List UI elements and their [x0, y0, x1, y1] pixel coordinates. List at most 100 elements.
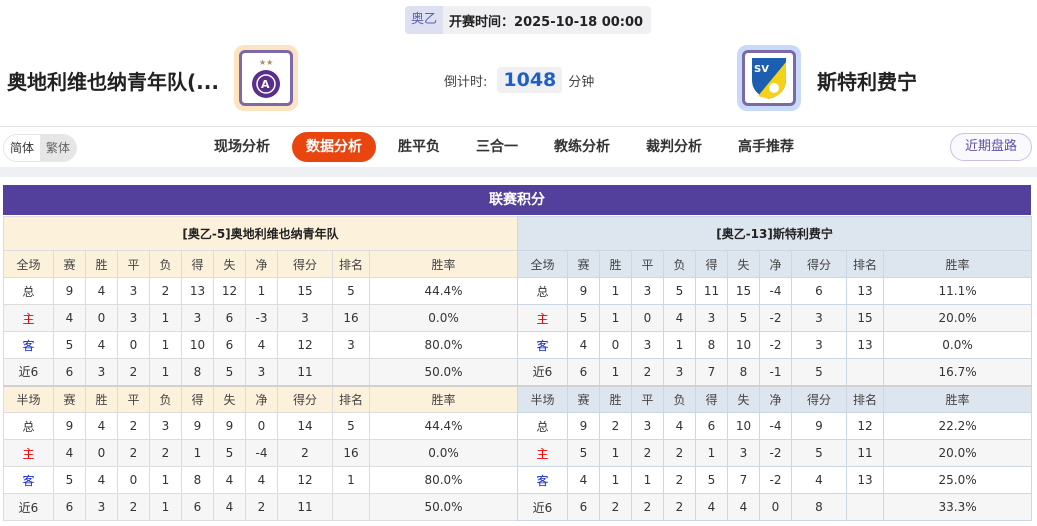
table-cell: 8 — [791, 493, 847, 521]
table-cell: 5 — [332, 412, 370, 440]
full-header-row: 全场赛胜平负得失净得分 排名 胜率 — [3, 250, 519, 278]
table-cell: 5 — [213, 358, 246, 386]
table-cell: 9 — [53, 277, 86, 305]
table-cell: 50.0% — [368, 358, 519, 386]
language-toggle: 简体 繁体 — [3, 134, 78, 162]
column-header: 赛 — [567, 384, 600, 413]
tab-6[interactable]: 高手推荐 — [738, 139, 794, 155]
column-header: 胜 — [599, 384, 632, 413]
table-cell: 9 — [567, 412, 600, 440]
table-cell: 5 — [791, 358, 847, 386]
table-cell: -2 — [759, 466, 792, 494]
column-header: 排名 — [846, 250, 884, 278]
table-cell: 9 — [181, 412, 214, 440]
kickoff-time: 开赛时间：2025-10-18 00:00 — [443, 11, 651, 30]
traditional-button[interactable]: 繁体 — [40, 135, 77, 161]
column-header: 得分 — [277, 384, 333, 413]
section-label: 半场 — [3, 384, 54, 413]
table-cell: 4 — [245, 331, 278, 359]
table-row: 总 9 4 3 2 13 12 1 15 5 44.4% — [3, 277, 519, 305]
table-cell: 3 — [117, 277, 150, 305]
table-cell: 2 — [117, 439, 150, 467]
table-cell: 0 — [117, 331, 150, 359]
row-label: 客 — [517, 466, 568, 494]
away-team-logo[interactable]: SV — [737, 45, 801, 111]
table-cell: 3 — [85, 493, 118, 521]
table-cell: 33.3% — [882, 493, 1033, 521]
table-cell: 4 — [213, 493, 246, 521]
table-cell: 1 — [181, 439, 214, 467]
column-header: 负 — [149, 384, 182, 413]
match-info: 奥乙 开赛时间：2025-10-18 00:00 — [405, 6, 652, 34]
home-team-logo[interactable]: ★★ A — [234, 45, 298, 111]
column-header: 胜率 — [368, 384, 519, 413]
table-row: 近6 6 3 2 1 8 5 3 11 50.0% — [3, 358, 519, 386]
table-cell: 2 — [663, 439, 696, 467]
row-label: 近6 — [3, 493, 54, 521]
table-cell: 3 — [117, 304, 150, 332]
table-cell: 6 — [181, 493, 214, 521]
table-cell: 0 — [599, 331, 632, 359]
tab-3[interactable]: 三合一 — [476, 139, 518, 155]
tab-0[interactable]: 现场分析 — [214, 139, 270, 155]
row-label: 近6 — [3, 358, 54, 386]
table-cell: -1 — [759, 358, 792, 386]
table-row: 近6 6 2 2 2 4 4 0 8 33.3% — [517, 493, 1033, 521]
table-cell: 12 — [277, 331, 333, 359]
column-header: 赛 — [53, 384, 86, 413]
table-cell: 2 — [599, 412, 632, 440]
row-label: 总 — [517, 412, 568, 440]
column-header: 负 — [149, 250, 182, 278]
table-cell: 3 — [181, 304, 214, 332]
table-cell: 4 — [85, 466, 118, 494]
table-row: 近6 6 3 2 1 6 4 2 11 50.0% — [3, 493, 519, 521]
table-cell: 6 — [213, 304, 246, 332]
table-row: 客 4 1 1 2 5 7 -2 4 13 25.0% — [517, 466, 1033, 494]
table-cell: 2 — [117, 412, 150, 440]
table-cell: -2 — [759, 439, 792, 467]
table-cell: 20.0% — [882, 439, 1033, 467]
row-label: 主 — [517, 439, 568, 467]
table-cell: 2 — [245, 493, 278, 521]
table-cell: 2 — [631, 439, 664, 467]
austria-wien-crest-icon: ★★ A — [252, 58, 280, 98]
row-label: 客 — [517, 331, 568, 359]
table-cell: 15 — [846, 304, 884, 332]
column-header: 胜 — [85, 250, 118, 278]
tab-5[interactable]: 裁判分析 — [646, 139, 702, 155]
table-cell: 1 — [149, 358, 182, 386]
column-header: 失 — [727, 384, 760, 413]
svg-text:SV: SV — [754, 64, 769, 75]
table-cell: 4 — [85, 412, 118, 440]
simplified-button[interactable]: 简体 — [10, 141, 35, 155]
table-cell: 6 — [567, 493, 600, 521]
table-cell: 16 — [332, 439, 370, 467]
table-cell: 4 — [695, 493, 728, 521]
table-cell: 8 — [181, 466, 214, 494]
tab-1[interactable]: 数据分析 — [292, 132, 376, 162]
table-cell: 13 — [181, 277, 214, 305]
table-cell: 0 — [759, 493, 792, 521]
svg-text:A: A — [261, 78, 270, 91]
table-cell: 4 — [567, 331, 600, 359]
home-team-name[interactable]: 奥地利维也纳青年队(... — [7, 70, 219, 94]
away-team-name[interactable]: 斯特利费宁 — [817, 70, 917, 94]
table-cell: 5 — [791, 439, 847, 467]
team-caption: [奥乙-13]斯特利费宁 — [516, 216, 1033, 251]
table-cell: 4 — [567, 466, 600, 494]
table-cell: 10 — [727, 331, 760, 359]
table-cell: 1 — [599, 277, 632, 305]
table-cell: 1 — [149, 304, 182, 332]
league-badge[interactable]: 奥乙 — [405, 6, 444, 34]
recent-handicap-button[interactable]: 近期盘路 — [950, 133, 1032, 161]
table-cell: 16 — [332, 304, 370, 332]
table-row: 主 4 0 2 2 1 5 -4 2 16 0.0% — [3, 439, 519, 467]
tab-4[interactable]: 教练分析 — [554, 139, 610, 155]
table-cell: 5 — [663, 277, 696, 305]
table-cell: 4 — [53, 304, 86, 332]
tab-2[interactable]: 胜平负 — [398, 139, 440, 155]
table-cell: 15 — [727, 277, 760, 305]
table-cell: 5 — [53, 331, 86, 359]
table-cell: 0 — [85, 304, 118, 332]
table-cell: 10 — [181, 331, 214, 359]
